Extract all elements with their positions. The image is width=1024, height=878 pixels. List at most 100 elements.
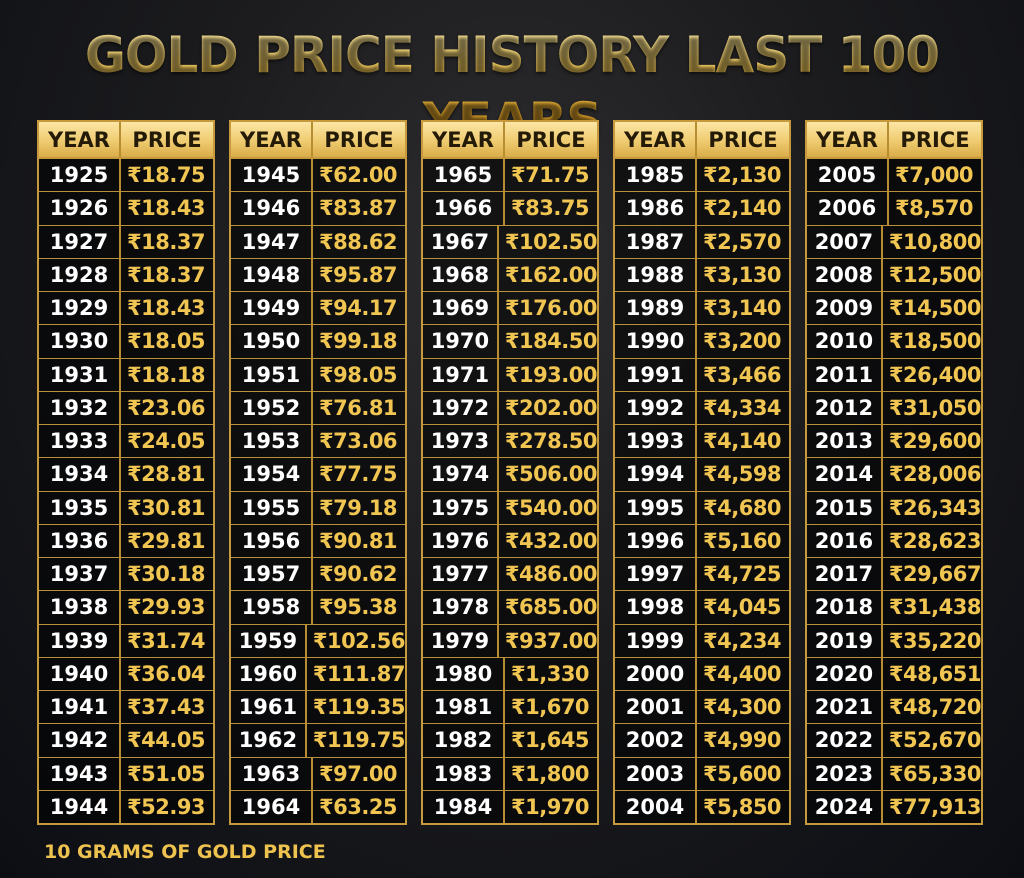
price-cell: ₹162.00 <box>504 262 598 287</box>
year-cell: 1974 <box>423 458 499 491</box>
year-cell: 2007 <box>807 225 883 258</box>
year-column-header: YEAR <box>615 122 697 157</box>
year-cell: 1929 <box>39 292 121 325</box>
year-cell: 1997 <box>615 558 697 591</box>
year-cell: 1958 <box>231 591 313 624</box>
price-cell: ₹28.81 <box>127 462 206 487</box>
table-row: 2019 ₹35,220 <box>807 624 982 658</box>
year-cell: 1975 <box>423 491 499 524</box>
year-cell: 2012 <box>807 391 883 424</box>
table-row: 1947 ₹88.62 <box>231 225 405 259</box>
table-header: YEAR PRICE <box>231 122 405 159</box>
table-row: 1996 ₹5,160 <box>615 524 789 558</box>
price-cell: ₹65,330 <box>888 761 982 786</box>
table-row: 2012 ₹31,050 <box>807 391 982 425</box>
price-table: YEAR PRICE 2005 ₹7,000 2006 ₹8,570 2007 ₹10,8… <box>805 120 983 825</box>
price-cell: ₹184.50 <box>504 329 598 354</box>
year-cell: 1942 <box>39 724 121 757</box>
table-row: 1984 ₹1,970 <box>423 790 597 823</box>
table-row: 1969 ₹176.00 <box>423 292 598 326</box>
year-cell: 1943 <box>39 757 121 790</box>
price-cell: ₹31.74 <box>127 628 206 653</box>
year-cell: 2019 <box>807 624 883 657</box>
table-row: 1961 ₹119.35 <box>231 691 406 725</box>
year-cell: 1999 <box>615 624 697 657</box>
price-cell: ₹7,000 <box>895 163 974 188</box>
price-cell: ₹31,050 <box>888 395 982 420</box>
price-cell: ₹12,500 <box>888 262 982 287</box>
table-row: 1991 ₹3,466 <box>615 358 789 392</box>
year-cell: 1965 <box>423 159 505 192</box>
price-cell: ₹432.00 <box>504 528 598 553</box>
table-row: 1941 ₹37.43 <box>39 691 213 725</box>
table-row: 2004 ₹5,850 <box>615 790 789 823</box>
year-cell: 1968 <box>423 258 499 291</box>
price-cell: ₹44.05 <box>127 728 206 753</box>
table-row: 1958 ₹95.38 <box>231 591 405 625</box>
year-cell: 1988 <box>615 258 697 291</box>
year-cell: 1996 <box>615 524 697 557</box>
year-cell: 1932 <box>39 391 121 424</box>
year-cell: 2020 <box>807 657 883 690</box>
price-cell: ₹486.00 <box>504 562 598 587</box>
table-row: 2010 ₹18,500 <box>807 325 982 359</box>
table-row: 2017 ₹29,667 <box>807 558 982 592</box>
price-column-header: PRICE <box>324 127 394 152</box>
price-cell: ₹99.18 <box>319 329 398 354</box>
year-column-header: YEAR <box>231 122 313 157</box>
table-row: 1982 ₹1,645 <box>423 724 597 758</box>
price-cell: ₹2,140 <box>703 196 782 221</box>
price-cell: ₹30.18 <box>127 562 206 587</box>
year-cell: 1940 <box>39 657 121 690</box>
table-row: 1985 ₹2,130 <box>615 159 789 193</box>
price-cell: ₹4,140 <box>703 429 782 454</box>
price-cell: ₹83.75 <box>511 196 590 221</box>
price-cell: ₹4,400 <box>703 661 782 686</box>
price-cell: ₹26,400 <box>888 362 982 387</box>
price-cell: ₹94.17 <box>319 296 398 321</box>
price-cell: ₹35,220 <box>888 628 982 653</box>
price-cell: ₹202.00 <box>504 395 598 420</box>
table-row: 1987 ₹2,570 <box>615 225 789 259</box>
table-row: 1930 ₹18.05 <box>39 325 213 359</box>
year-cell: 2022 <box>807 724 883 757</box>
table-row: 1939 ₹31.74 <box>39 624 213 658</box>
price-cell: ₹102.56 <box>312 628 406 653</box>
year-cell: 1939 <box>39 624 121 657</box>
year-cell: 1956 <box>231 524 313 557</box>
price-cell: ₹48,651 <box>888 661 982 686</box>
price-cell: ₹119.35 <box>312 695 406 720</box>
year-cell: 2018 <box>807 591 883 624</box>
table-row: 2015 ₹26,343 <box>807 491 982 525</box>
year-cell: 2008 <box>807 258 883 291</box>
table-row: 2014 ₹28,006 <box>807 458 982 492</box>
price-cell: ₹1,645 <box>511 728 590 753</box>
price-cell: ₹18.43 <box>127 196 206 221</box>
price-cell: ₹29.81 <box>127 528 206 553</box>
price-cell: ₹90.81 <box>319 528 398 553</box>
table-row: 1928 ₹18.37 <box>39 258 213 292</box>
year-cell: 1954 <box>231 458 313 491</box>
year-cell: 1977 <box>423 558 499 591</box>
price-cell: ₹2,130 <box>703 163 782 188</box>
price-column-header: PRICE <box>708 127 778 152</box>
price-cell: ₹29,667 <box>888 562 982 587</box>
table-row: 1937 ₹30.18 <box>39 558 213 592</box>
table-row: 1932 ₹23.06 <box>39 391 213 425</box>
price-cell: ₹98.05 <box>319 362 398 387</box>
price-cell: ₹37.43 <box>127 695 206 720</box>
table-row: 1990 ₹3,200 <box>615 325 789 359</box>
price-cell: ₹1,670 <box>511 695 590 720</box>
table-row: 2000 ₹4,400 <box>615 657 789 691</box>
price-table: YEAR PRICE 1985 ₹2,130 1986 ₹2,140 1987 ₹2,57… <box>613 120 791 825</box>
table-row: 2024 ₹77,913 <box>807 790 982 823</box>
price-cell: ₹176.00 <box>504 296 598 321</box>
price-cell: ₹4,990 <box>703 728 782 753</box>
year-cell: 1933 <box>39 425 121 458</box>
price-cell: ₹4,300 <box>703 695 782 720</box>
year-cell: 1971 <box>423 358 499 391</box>
year-cell: 1994 <box>615 458 697 491</box>
year-cell: 2005 <box>807 159 889 192</box>
price-cell: ₹8,570 <box>895 196 974 221</box>
table-row: 2008 ₹12,500 <box>807 258 982 292</box>
